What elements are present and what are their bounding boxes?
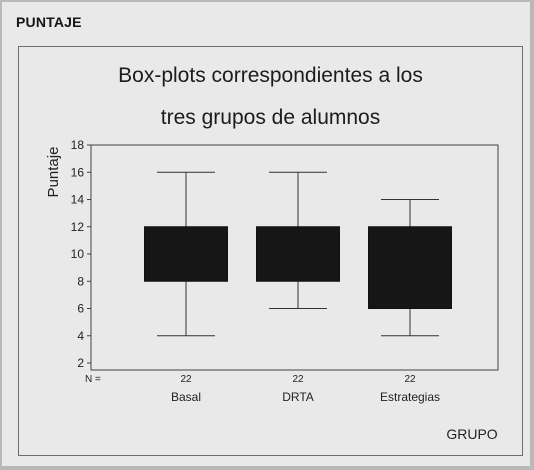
x-category-label: Estrategias [380,390,440,404]
x-category-label: Basal [171,390,201,404]
y-tick-label: 4 [77,329,84,343]
chart-title-line-2: tres grupos de alumnos [160,106,381,129]
n-count-label: 22 [180,374,192,385]
y-tick-label: 10 [71,247,85,261]
y-tick-label: 12 [71,220,85,234]
n-prefix-label: N = [85,374,101,385]
y-tick-label: 18 [71,138,85,152]
y-tick-label: 8 [77,274,84,288]
x-category-label: DRTA [282,390,314,404]
box-iqr [144,226,228,282]
y-axis: 2 4 6 8 10 12 14 16 18 [71,138,91,370]
y-tick-label: 16 [71,165,85,179]
page-heading: PUNTAJE [16,14,82,30]
box-series [144,171,452,337]
x-axis-label: GRUPO [446,426,497,442]
box-iqr [256,226,340,282]
x-axis: 22 Basal 22 DRTA 22 Estrategias [171,374,440,404]
y-tick-label: 14 [71,193,85,207]
chart-title-line-1: Box-plots correspondientes a los [118,64,423,87]
plot-area [90,144,499,371]
boxplot-estrategias [368,199,452,337]
boxplot-basal [144,171,228,337]
box-iqr [368,226,452,309]
y-tick-label: 2 [77,356,84,370]
n-count-label: 22 [404,374,416,385]
boxplot-drta [256,171,340,309]
chart-frame [18,46,523,456]
y-axis-label: Puntaje [45,147,62,198]
n-count-label: 22 [292,374,304,385]
y-tick-label: 6 [77,302,84,316]
